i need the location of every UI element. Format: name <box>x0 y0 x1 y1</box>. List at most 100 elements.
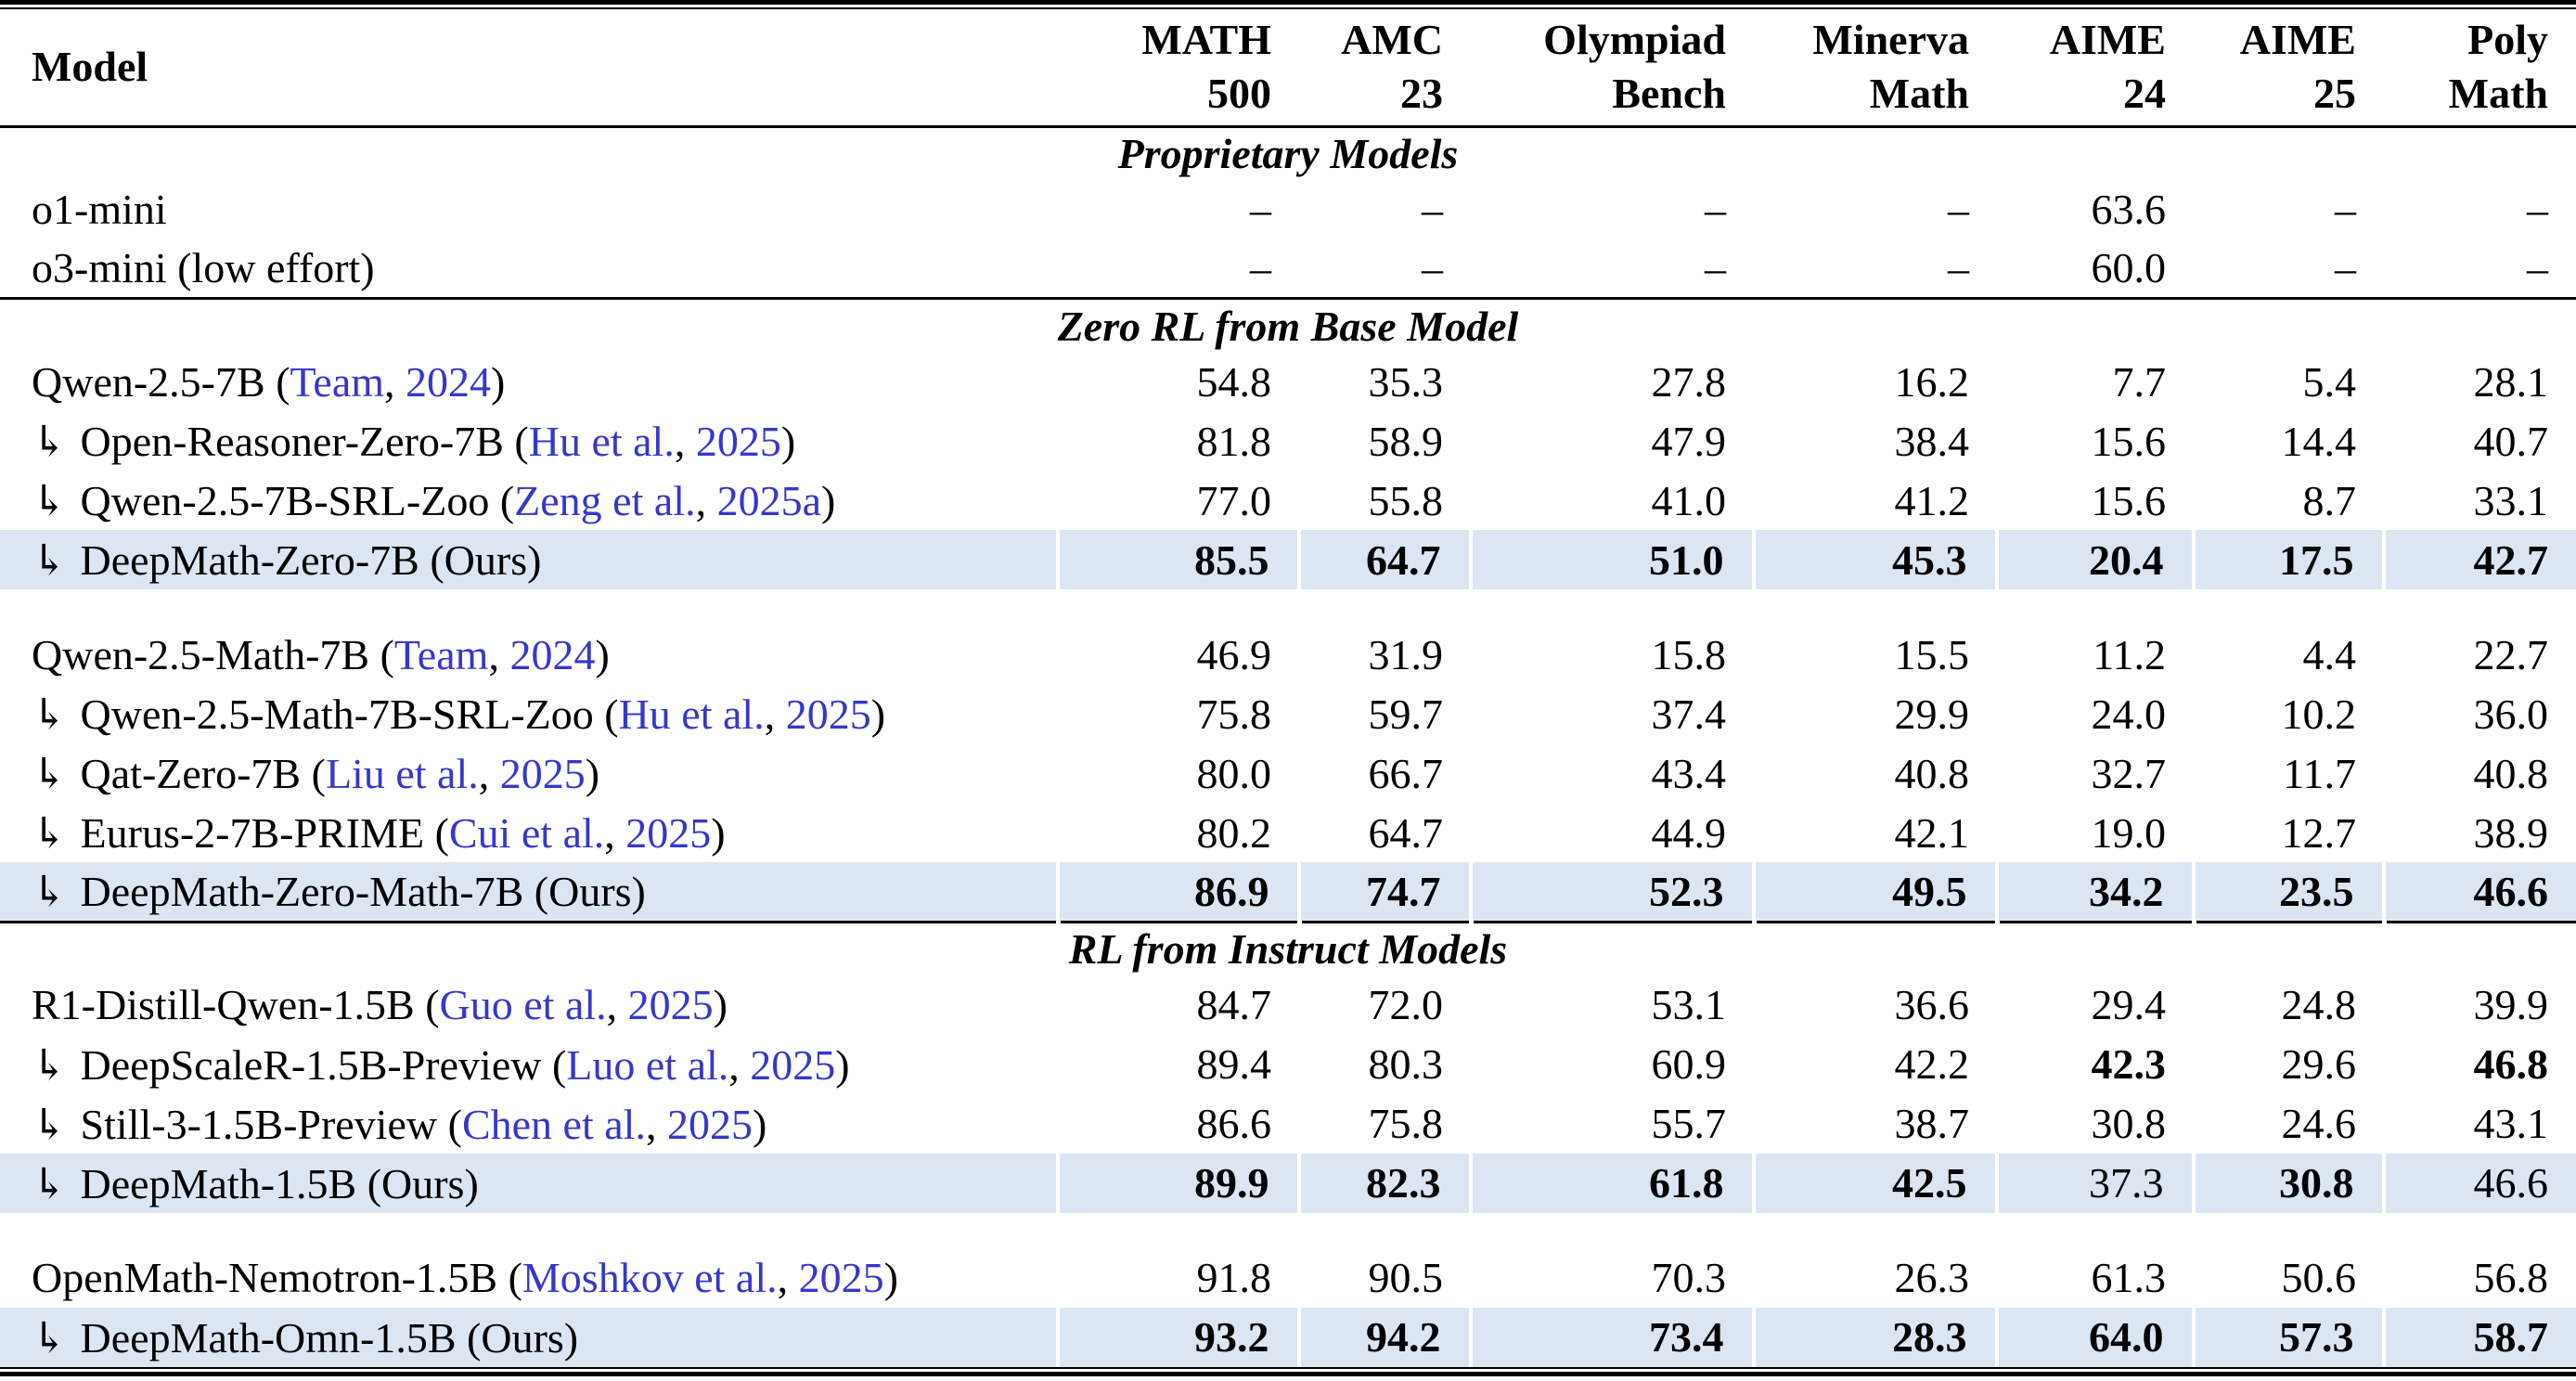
citation-author-link[interactable]: Hu et al. <box>618 690 765 738</box>
model-name: Qwen-2.5-Math-7B <box>32 630 370 678</box>
citation-year-link[interactable]: 2025 <box>785 690 871 738</box>
model-name: DeepMath-Omn-1.5B <box>80 1313 457 1362</box>
score-cell: – <box>1948 186 1969 233</box>
citation-year-link[interactable]: 2025 <box>798 1254 884 1301</box>
score-cell: 29.4 <box>2091 981 2167 1028</box>
score-cell: 55.8 <box>1368 476 1444 524</box>
table-top-rule-thick <box>0 0 2576 5</box>
model-name-cell: Qwen-2.5-Math-7B (Team, 2024) <box>32 630 610 678</box>
citation-year-link[interactable]: 2024 <box>509 630 596 678</box>
score-cell: 52.3 <box>1471 862 1754 922</box>
score-cell: 55.7 <box>1651 1100 1727 1147</box>
indent-arrow-icon: ↳ <box>32 1100 68 1148</box>
score-cell: 27.8 <box>1651 357 1727 406</box>
score-cell: 44.9 <box>1651 808 1727 857</box>
citation-author-link[interactable]: Guo et al. <box>439 981 607 1028</box>
column-header-amc-23: AMC 23 <box>1341 16 1443 118</box>
score-cell: 5.4 <box>2302 357 2357 406</box>
column-header-poly-math: Poly Math <box>2448 16 2548 118</box>
indent-arrow-icon: ↳ <box>32 809 68 857</box>
citation-author-link[interactable]: Team <box>290 357 385 406</box>
model-name-cell: o1-mini <box>0 180 1058 239</box>
table-bottom-rule-thin <box>0 1366 2576 1369</box>
citation-year-link[interactable]: 2025a <box>716 477 821 524</box>
section-header: Proprietary Models <box>1117 130 1459 177</box>
indent-arrow-icon: ↳ <box>32 477 68 524</box>
score-cell: 24.6 <box>2281 1100 2357 1147</box>
citation-author-link[interactable]: Cui et al. <box>448 809 605 857</box>
model-name: OpenMath-Nemotron-1.5B <box>32 1254 498 1301</box>
score-cell: – <box>1422 244 1443 292</box>
score-cell: 86.9 <box>1058 862 1299 922</box>
score-cell: 20.4 <box>1997 530 2194 589</box>
header-row: Model MATH 500 AMC 23 Olympiad Bench Minerv… <box>0 9 2576 126</box>
model-name: o3-mini (low effort) <box>32 244 375 292</box>
score-cell: 64.7 <box>1299 530 1471 589</box>
section-header-row: RL from Instruct Models <box>0 923 2576 975</box>
model-name-cell: ↳ Still-3-1.5B-Preview (Chen et al., 2025… <box>32 1100 767 1148</box>
table-row: ↳ Qat-Zero-7B (Liu et al., 2025) 80.0 66.7 4… <box>0 743 2576 803</box>
score-cell: 51.0 <box>1471 530 1754 589</box>
score-cell: 63.6 <box>2091 186 2167 233</box>
score-cell: – <box>1948 244 1969 292</box>
score-cell: 33.1 <box>2473 476 2549 524</box>
citation-year-link[interactable]: 2024 <box>406 357 492 406</box>
score-cell: 59.7 <box>1368 690 1444 738</box>
citation-year-link[interactable]: 2025 <box>499 750 586 797</box>
score-cell: 38.4 <box>1894 417 1970 465</box>
model-name: o1-mini <box>32 186 167 233</box>
score-cell: 64.7 <box>1368 808 1444 857</box>
score-cell: 29.6 <box>2281 1040 2357 1088</box>
table-row: o1-mini – – – – 63.6 – – <box>0 180 2576 239</box>
score-cell: 72.0 <box>1368 981 1444 1028</box>
citation-year-link[interactable]: 2025 <box>625 809 712 857</box>
score-cell: 22.7 <box>2473 630 2549 678</box>
score-cell: 15.8 <box>1651 630 1727 678</box>
score-cell: 86.6 <box>1196 1100 1272 1147</box>
score-cell: 43.4 <box>1651 749 1727 797</box>
citation-author-link[interactable]: Chen et al. <box>461 1100 646 1148</box>
indent-arrow-icon: ↳ <box>32 690 68 738</box>
score-cell: 24.0 <box>2091 690 2167 738</box>
citation-year-link[interactable]: 2025 <box>695 418 781 465</box>
citation-author-link[interactable]: Luo et al. <box>566 1040 729 1089</box>
score-cell: 66.7 <box>1368 749 1444 797</box>
citation-author-link[interactable]: Hu et al. <box>528 418 675 465</box>
score-cell: 40.8 <box>1894 749 1970 797</box>
citation-author-link[interactable]: Zeng et al. <box>514 477 696 524</box>
table-row: ↳ DeepMath-Zero-Math-7B (Ours) 86.9 74.7 52.… <box>0 862 2576 922</box>
score-cell: 80.2 <box>1196 808 1272 857</box>
citation-year-link[interactable]: 2025 <box>750 1040 836 1089</box>
group-gap-cell <box>0 589 2576 625</box>
score-cell: 54.8 <box>1196 357 1272 406</box>
citation-year-link[interactable]: 2025 <box>666 1100 753 1148</box>
table-row: OpenMath-Nemotron-1.5B (Moshkov et al., … <box>0 1248 2576 1308</box>
model-name: Still-3-1.5B-Preview <box>80 1100 438 1148</box>
score-cell: 30.8 <box>2194 1153 2384 1213</box>
score-cell: 61.3 <box>2091 1254 2167 1301</box>
table-row: ↳ DeepMath-Zero-7B (Ours) 85.5 64.7 51.0 45.3… <box>0 530 2576 589</box>
model-name-cell: ↳ Qwen-2.5-7B-SRL-Zoo (Zeng et al., 2025a… <box>32 477 836 524</box>
score-cell: 41.2 <box>1894 476 1970 524</box>
citation-year-link[interactable]: 2025 <box>627 981 714 1028</box>
score-cell: 89.4 <box>1196 1040 1272 1088</box>
indent-arrow-icon: ↳ <box>32 1159 68 1207</box>
indent-arrow-icon: ↳ <box>32 536 68 584</box>
score-cell: 46.6 <box>2384 862 2576 922</box>
model-name-cell: ↳ DeepMath-Zero-Math-7B (Ours) <box>0 862 1058 922</box>
score-cell: 70.3 <box>1651 1254 1727 1301</box>
score-cell: 39.9 <box>2473 981 2549 1028</box>
table-row: ↳ DeepMath-1.5B (Ours) 89.9 82.3 61.8 42.5 37.… <box>0 1153 2576 1213</box>
score-cell: – <box>2335 244 2356 292</box>
model-name: Qwen-2.5-Math-7B-SRL-Zoo <box>80 690 594 738</box>
citation-author-link[interactable]: Team <box>393 630 489 678</box>
column-header-aime-24: AIME 24 <box>2049 16 2166 118</box>
citation-author-link[interactable]: Moshkov et al. <box>522 1254 778 1301</box>
score-cell: 41.0 <box>1651 476 1727 524</box>
score-cell: 24.8 <box>2281 981 2357 1028</box>
citation-author-link[interactable]: Liu et al. <box>325 750 479 797</box>
table-row: Qwen-2.5-Math-7B (Team, 2024) 46.9 31.9 15.… <box>0 625 2576 684</box>
indent-arrow-icon: ↳ <box>32 1313 68 1362</box>
score-cell: 61.8 <box>1471 1153 1754 1213</box>
score-cell: 77.0 <box>1196 476 1272 524</box>
